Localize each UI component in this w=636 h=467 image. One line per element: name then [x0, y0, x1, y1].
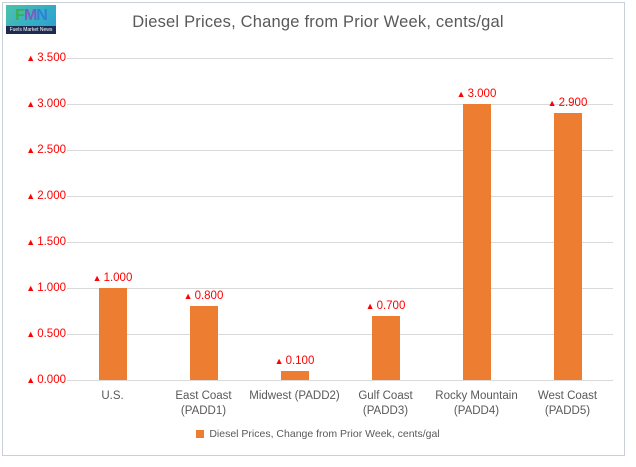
bar	[98, 288, 127, 380]
x-axis-category-label: U.S.	[101, 389, 123, 404]
up-triangle-icon: ▲	[26, 329, 36, 339]
bar-data-label: ▲ 2.900	[548, 96, 588, 110]
bar-data-label: ▲ 0.800	[184, 289, 224, 303]
y-axis-tick-label: ▲ 3.000	[0, 97, 66, 111]
label-value: 2.000	[37, 190, 66, 202]
logo-letter-m: M	[23, 6, 37, 24]
gridline	[67, 150, 613, 151]
label-value: 3.000	[467, 88, 497, 100]
up-triangle-icon: ▲	[26, 237, 36, 247]
x-axis-category-label: Gulf Coast (PADD3)	[358, 389, 412, 419]
x-axis-label-line: Rocky Mountain	[435, 390, 518, 402]
x-axis-label-line: Midwest (PADD2)	[249, 390, 340, 402]
label-value: 0.100	[285, 354, 315, 367]
label-value: 1.500	[37, 236, 66, 248]
x-axis-label-line: East Coast	[175, 390, 232, 402]
label-value: 3.500	[37, 52, 66, 64]
gridline	[67, 242, 613, 243]
label-value: 1.000	[103, 272, 133, 284]
x-axis-category-label: Midwest (PADD2)	[249, 389, 340, 404]
label-value: 0.700	[376, 299, 406, 312]
up-triangle-icon: ▲	[26, 375, 36, 385]
chart-title: Diesel Prices, Change from Prior Week, c…	[132, 13, 504, 31]
y-axis-tick-label: ▲ 1.500	[0, 235, 66, 249]
up-triangle-icon: ▲	[26, 53, 36, 63]
gridline	[67, 58, 613, 59]
up-triangle-icon: ▲	[274, 355, 284, 366]
label-value: 3.000	[37, 98, 66, 110]
y-axis-tick-label: ▲ 1.000	[0, 281, 66, 295]
logo-letter-n: N	[36, 6, 48, 24]
bar-data-label: ▲ 0.700	[366, 299, 406, 313]
bar	[189, 306, 218, 380]
label-value: 0.500	[37, 328, 66, 340]
label-value: 2.900	[558, 97, 588, 110]
bar-data-label: ▲ 1.000	[93, 271, 133, 285]
x-axis-category-label: West Coast (PADD5)	[538, 389, 597, 419]
x-axis-label-line: Gulf Coast	[358, 390, 413, 402]
y-axis-tick-label: ▲ 2.000	[0, 189, 66, 203]
bar	[280, 370, 309, 380]
legend-label: Diesel Prices, Change from Prior Week, c…	[209, 428, 440, 440]
y-axis-tick-label: ▲ 0.500	[0, 327, 66, 341]
bar-data-label: ▲ 3.000	[457, 87, 497, 101]
label-value: 0.000	[37, 374, 66, 386]
up-triangle-icon: ▲	[456, 89, 466, 99]
x-axis-category-label: Rocky Mountain (PADD4)	[435, 389, 517, 419]
x-axis-label-line: (PADD3)	[362, 405, 409, 417]
legend: Diesel Prices, Change from Prior Week, c…	[0, 428, 636, 440]
logo-tagline: Fuels Market News	[6, 26, 56, 34]
bar	[462, 104, 491, 380]
x-axis-category-label: East Coast (PADD1)	[175, 389, 231, 419]
x-axis-label-line: West Coast	[537, 390, 598, 402]
bar	[553, 113, 582, 380]
label-value: 0.800	[194, 290, 224, 303]
x-axis-label-line: (PADD5)	[544, 405, 591, 417]
label-value: 2.500	[37, 144, 66, 156]
gridline	[67, 104, 613, 105]
gridline	[67, 380, 613, 381]
gridline	[67, 334, 613, 335]
up-triangle-icon: ▲	[547, 98, 557, 109]
logo-letter-f: F	[15, 6, 25, 24]
bar-data-label: ▲ 0.100	[275, 354, 315, 368]
up-triangle-icon: ▲	[26, 145, 36, 155]
legend-marker	[196, 430, 205, 438]
x-axis-label-line: (PADD4)	[453, 405, 500, 417]
label-value: 1.000	[37, 282, 66, 294]
gridline	[67, 196, 613, 197]
y-axis-tick-label: ▲ 3.500	[0, 51, 66, 65]
gridline	[67, 288, 613, 289]
chart-border	[2, 2, 625, 456]
x-axis-label-line: U.S.	[101, 390, 124, 402]
y-axis-tick-label: ▲ 2.500	[0, 143, 66, 157]
y-axis-tick-label: ▲ 0.000	[0, 373, 66, 387]
up-triangle-icon: ▲	[365, 300, 375, 311]
up-triangle-icon: ▲	[26, 191, 36, 201]
x-axis-label-line: (PADD1)	[180, 405, 227, 417]
up-triangle-icon: ▲	[26, 99, 36, 109]
up-triangle-icon: ▲	[92, 273, 102, 283]
up-triangle-icon: ▲	[183, 291, 193, 302]
up-triangle-icon: ▲	[26, 283, 36, 293]
bar	[371, 315, 400, 380]
